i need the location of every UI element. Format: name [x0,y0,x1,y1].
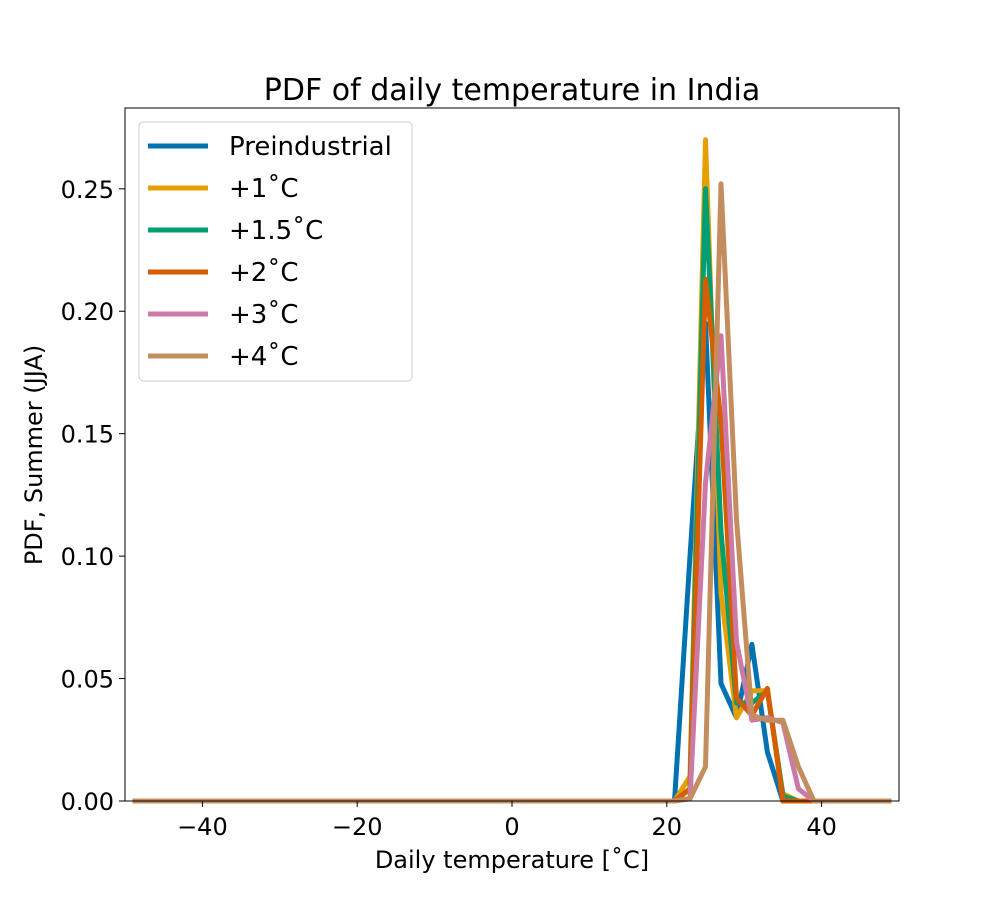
x-tick-label: 0 [504,813,519,841]
legend-label-4: +3˚C [229,300,298,330]
legend: Preindustrial +1˚C +1.5˚C +2˚C +3˚C +4˚C [138,121,413,382]
series-line-5 [132,181,892,804]
plot-lines [132,137,892,804]
legend-label-5: +4˚C [229,342,298,372]
y-axis: 0.00 0.05 0.10 0.15 0.20 0.25 [61,176,125,816]
chart-title: PDF of daily temperature in India [264,73,760,108]
x-tick-label: −40 [177,813,228,841]
y-tick-label: 0.15 [61,421,114,449]
x-tick-label: 40 [806,813,837,841]
y-tick-label: 0.10 [61,543,114,571]
y-tick-label: 0.20 [61,298,114,326]
y-tick-label: 0.00 [61,788,114,816]
y-tick-label: 0.05 [61,666,114,694]
y-axis-label: PDF, Summer (JJA) [20,345,48,565]
y-tick-label: 0.25 [61,176,114,204]
x-axis: −40 −20 0 20 40 [177,801,837,841]
legend-label-3: +2˚C [229,258,298,288]
x-axis-label: Daily temperature [˚C] [375,846,649,874]
x-tick-label: 20 [652,813,683,841]
x-tick-label: −20 [332,813,383,841]
legend-label-2: +1.5˚C [229,216,323,246]
legend-label-0: Preindustrial [229,132,392,162]
legend-label-1: +1˚C [229,174,298,204]
